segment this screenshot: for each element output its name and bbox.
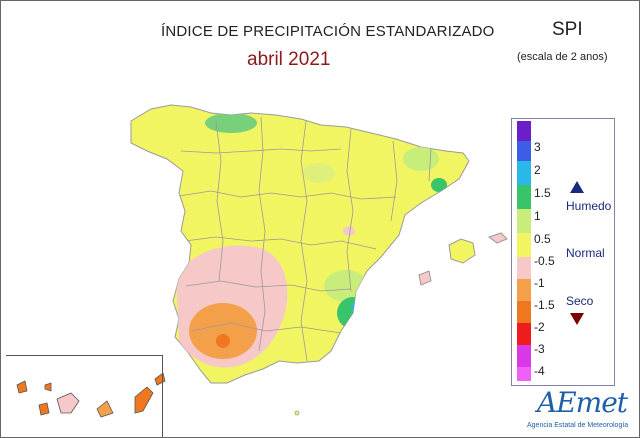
balearic-menorca — [487, 232, 508, 244]
spi-legend: 3 2 1.5 1 0.5 -0.5 -1 -1.5 -2 -3 -4 Hume… — [511, 118, 615, 386]
balearic-ibiza — [418, 270, 432, 286]
ceuta-marker — [294, 410, 300, 416]
wet-zone-east — [324, 270, 368, 302]
wet-zone-valencia — [337, 297, 369, 329]
wet-zone-north — [205, 113, 257, 133]
legend-swatch-neg-4 — [517, 345, 531, 367]
aemet-logo-tagline: Agencia Estatal de Meteorología — [527, 422, 629, 429]
wet-zone-catalonia — [431, 178, 447, 192]
aemet-logo-wordmark: AEmet — [537, 386, 628, 419]
legend-tick-neg-3: -3 — [534, 342, 545, 356]
legend-swatch-1-5 — [517, 161, 531, 185]
legend-tick-0-5: 0.5 — [534, 232, 551, 246]
legend-swatch-0-5 — [517, 209, 531, 233]
legend-swatch-2 — [517, 141, 531, 161]
canary-inset-frame — [6, 355, 163, 437]
legend-swatch-neg-1-5 — [517, 279, 531, 301]
balearic-mallorca — [448, 238, 476, 264]
legend-swatch-neg-0-5 — [517, 233, 531, 257]
legend-tick-neg-2: -2 — [534, 320, 545, 334]
dry-zone-orange — [189, 303, 257, 359]
map-period: abril 2021 — [247, 49, 331, 70]
legend-category-normal: Normal — [566, 246, 605, 260]
legend-swatch-neg-1 — [517, 257, 531, 279]
legend-swatch-neg-3 — [517, 323, 531, 345]
legend-swatch-low — [517, 367, 531, 381]
legend-category-wet: Humedo — [566, 199, 612, 213]
canary-islands — [16, 372, 166, 418]
legend-swatch-3 — [517, 121, 531, 141]
aemet-logo: AEmet Agencia Estatal de Meteorología — [521, 386, 633, 434]
very-wet-zone-valencia — [351, 301, 363, 313]
legend-tick-neg-1: -1 — [534, 276, 545, 290]
legend-tick-1-5: 1.5 — [534, 186, 551, 200]
wet-zone-center — [303, 163, 335, 183]
legend-swatch-neg-2 — [517, 301, 531, 323]
triangle-up-icon — [570, 181, 584, 193]
dry-zone-dark-orange — [216, 334, 230, 348]
index-scale-note: (escala de 2 anos) — [517, 51, 608, 63]
triangle-down-icon — [570, 313, 584, 325]
wet-zone-northeast — [403, 147, 439, 171]
legend-tick-neg-1-5: -1.5 — [534, 298, 555, 312]
legend-swatch-1 — [517, 185, 531, 209]
dry-spot-center — [343, 226, 355, 236]
legend-tick-neg-0-5: -0.5 — [534, 254, 555, 268]
map-title: ÍNDICE DE PRECIPITACIÓN ESTANDARIZADO — [161, 23, 495, 40]
legend-tick-2: 2 — [534, 163, 541, 177]
legend-category-dry: Seco — [566, 294, 594, 308]
legend-tick-1: 1 — [534, 209, 541, 223]
legend-tick-neg-4: -4 — [534, 364, 545, 378]
legend-tick-3: 3 — [534, 140, 541, 154]
index-name: SPI — [552, 19, 583, 40]
